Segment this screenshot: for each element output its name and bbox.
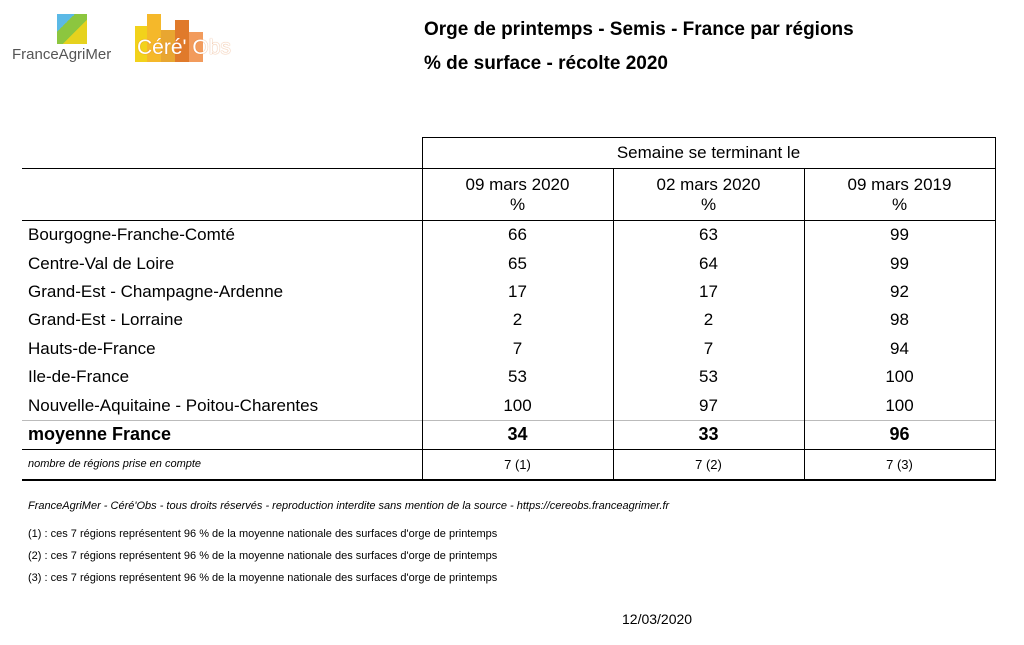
value-cell: 53 [421,362,614,392]
copyright-notice: FranceAgriMer - Céré'Obs - tous droits r… [28,500,670,512]
value-cell: 65 [421,249,614,278]
data-table: Semaine se terminant le 09 mars 2020% 02… [22,137,996,481]
value-cell: 7 [612,334,805,363]
table-row: Bourgogne-Franche-Comté 66 63 99 [22,220,996,250]
region-name: Ile-de-France [28,367,130,387]
column-header: 09 mars 2020% [421,168,614,221]
table-row: Grand-Est - Lorraine 2 2 98 [22,306,996,335]
report-date: 12/03/2020 [622,611,693,627]
value-cell: 99 [803,249,996,278]
column-header: 02 mars 2020% [612,168,805,221]
value-cell: 64 [612,249,805,278]
value-cell: 100 [803,362,996,392]
region-name: Hauts-de-France [28,338,156,358]
franceagrimer-logo: FranceAgriMer [12,14,117,66]
region-name: Grand-Est - Champagne-Ardenne [28,281,284,301]
value-cell: 94 [803,334,996,363]
value-cell: 92 [803,277,996,307]
value-cell: 66 [421,220,614,250]
table-row: Grand-Est - Champagne-Ardenne 17 17 92 [22,277,996,307]
region-name: Centre-Val de Loire [28,253,175,273]
value-cell: 98 [803,306,996,335]
column-header: 09 mars 2019% [803,168,996,221]
region-name: Grand-Est - Lorraine [28,310,183,330]
value-cell: 97 [612,391,805,421]
count-row: nombre de régions prise en compte 7 (1) 7 … [22,449,996,481]
value-cell: 100 [421,391,614,421]
region-name: Nouvelle-Aquitaine - Poitou-Charentes [28,395,319,415]
value-cell: 7 [421,334,614,363]
table-row: Centre-Val de Loire 65 64 99 [22,249,996,278]
footnote: (1) : ces 7 régions représentent 96 % de… [28,528,498,540]
title-line2: % de surface - récolte 2020 [424,53,668,74]
table-row: Hauts-de-France 7 7 94 [22,334,996,363]
value-cell: 2 [612,306,805,335]
table-row: Nouvelle-Aquitaine - Poitou-Charentes 100… [22,391,996,421]
footnote: (3) : ces 7 régions représentent 96 % de… [28,572,498,584]
cereobs-logo: Céré' Obs [135,12,255,62]
value-cell: 17 [612,277,805,307]
title-line1: Orge de printemps - Semis - France par r… [424,19,854,40]
group-header: Semaine se terminant le [421,137,996,169]
table-row: Ile-de-France 53 53 100 [22,362,996,392]
value-cell: 100 [803,391,996,421]
value-cell: 99 [803,220,996,250]
value-cell: 2 [421,306,614,335]
footnote: (2) : ces 7 régions représentent 96 % de… [28,550,498,562]
value-cell: 53 [612,362,805,392]
region-name: Bourgogne-Franche-Comté [28,225,235,245]
value-cell: 17 [421,277,614,307]
average-row: moyenne France 34 33 96 [22,419,996,451]
value-cell: 63 [612,220,805,250]
